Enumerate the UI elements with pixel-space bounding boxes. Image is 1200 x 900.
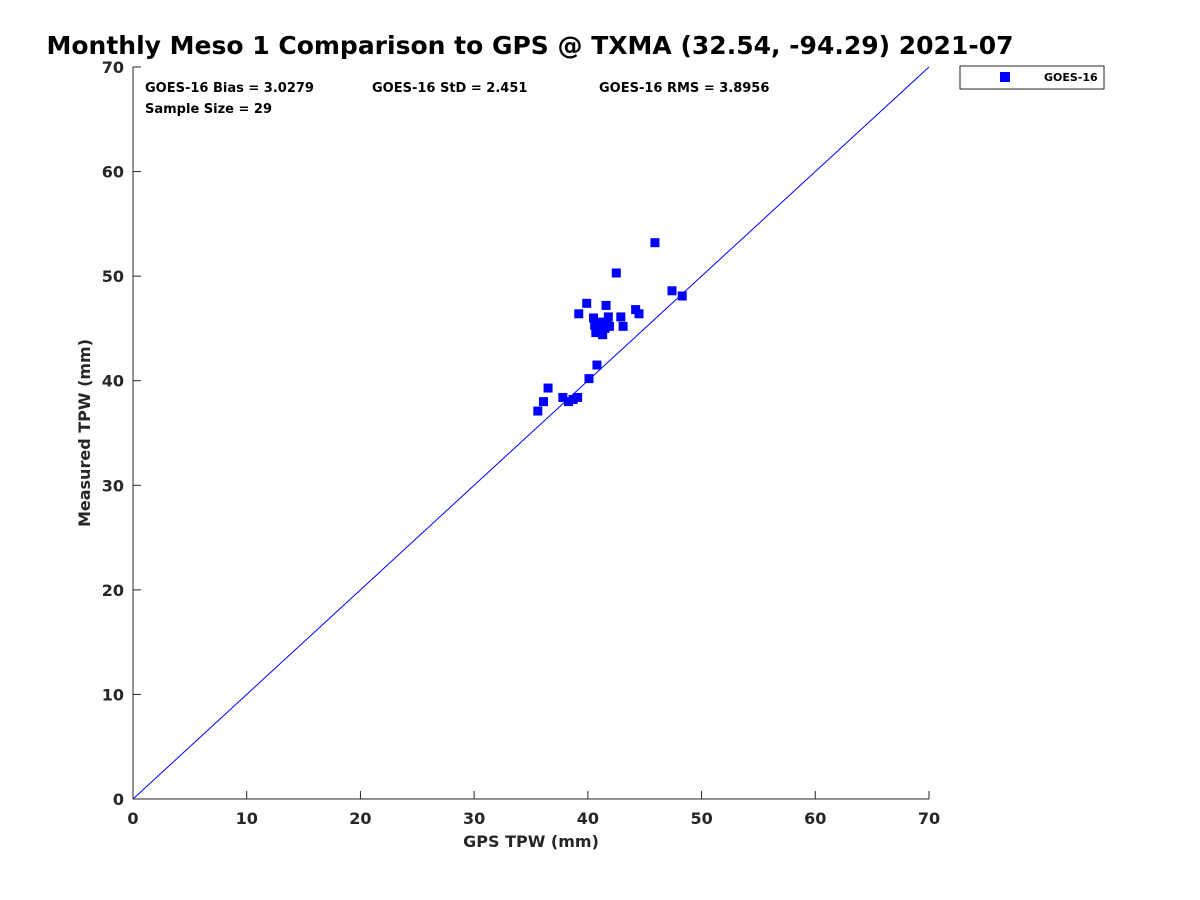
data-point — [533, 406, 543, 416]
stat-bias: GOES-16 Bias = 3.0279 — [145, 81, 314, 96]
data-point — [611, 268, 621, 278]
x-tick-label: 60 — [804, 809, 826, 828]
data-point — [667, 286, 677, 296]
chart-title: Monthly Meso 1 Comparison to GPS @ TXMA … — [46, 31, 1013, 60]
y-tick-label: 20 — [102, 581, 124, 600]
x-tick-label: 50 — [690, 809, 712, 828]
x-tick-label: 30 — [463, 809, 485, 828]
data-point — [595, 317, 605, 327]
y-tick-label: 50 — [102, 267, 124, 286]
data-point — [574, 309, 584, 319]
data-point — [616, 312, 626, 322]
y-tick-label: 40 — [102, 372, 124, 391]
data-point — [584, 374, 594, 384]
legend: GOES-16 — [959, 65, 1105, 90]
data-point — [650, 238, 660, 248]
data-point — [598, 330, 608, 340]
data-point — [589, 313, 599, 323]
x-tick-label: 40 — [577, 809, 599, 828]
data-point — [568, 395, 578, 405]
y-axis-label: Measured TPW (mm) — [75, 339, 94, 527]
x-axis-label: GPS TPW (mm) — [463, 832, 599, 851]
x-tick-label: 10 — [236, 809, 258, 828]
data-point — [604, 321, 614, 331]
data-point — [591, 328, 601, 338]
x-axis-ticks: 0 10 20 30 40 50 60 70 — [127, 791, 940, 828]
legend-marker-goes16 — [1000, 72, 1010, 82]
legend-box — [959, 65, 1105, 90]
x-tick-label: 20 — [349, 809, 371, 828]
data-point — [618, 321, 628, 331]
plot-area: 0 10 20 30 40 50 60 70 0 10 20 30 40 50 60 70 — [102, 58, 940, 828]
y-tick-label: 70 — [102, 58, 124, 77]
x-tick-label: 70 — [918, 809, 940, 828]
data-point — [601, 300, 611, 310]
x-tick-label: 0 — [127, 809, 138, 828]
y-tick-label: 30 — [102, 476, 124, 495]
data-point — [543, 383, 553, 393]
stat-sample-size: Sample Size = 29 — [145, 102, 272, 117]
y-tick-label: 0 — [113, 790, 124, 809]
y-tick-label: 60 — [102, 163, 124, 182]
data-point — [558, 392, 568, 402]
data-point — [582, 298, 592, 308]
data-point — [592, 360, 602, 370]
data-point — [634, 309, 644, 319]
one-to-one-line — [132, 66, 930, 800]
data-point — [564, 397, 574, 407]
data-point — [539, 397, 549, 407]
y-tick-label: 10 — [102, 685, 124, 704]
y-axis-ticks: 0 10 20 30 40 50 60 70 — [102, 58, 141, 809]
data-point — [677, 291, 687, 301]
data-point — [603, 312, 613, 322]
data-point — [573, 392, 583, 402]
stat-rms: GOES-16 RMS = 3.8956 — [599, 81, 769, 96]
legend-label-goes16: GOES-16 — [1044, 71, 1098, 84]
stat-std: GOES-16 StD = 2.451 — [372, 81, 527, 96]
